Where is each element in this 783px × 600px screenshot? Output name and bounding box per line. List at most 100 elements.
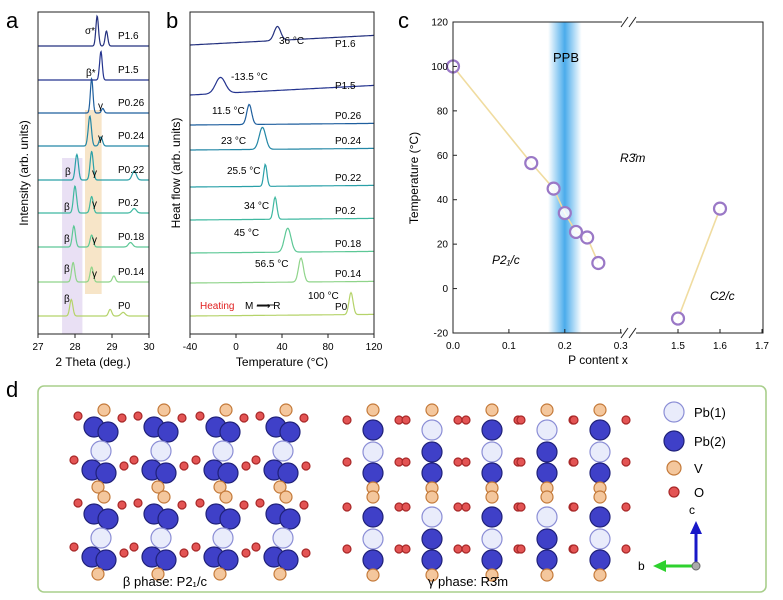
o-atom <box>621 544 631 554</box>
series-label-P0.2: P0.2 <box>118 198 139 209</box>
y-tick-label-c: 80 <box>437 106 449 117</box>
v-atom <box>485 403 499 417</box>
o-atom <box>255 411 265 421</box>
transition-point <box>712 201 728 216</box>
peak-annotation: β* <box>86 68 96 79</box>
series-label-P0.26: P0.26 <box>335 111 362 122</box>
xrd-curve-P0.14 <box>38 261 149 283</box>
v-atom <box>666 460 682 476</box>
series-label-P0.24: P0.24 <box>118 131 145 142</box>
v-atom <box>425 490 439 504</box>
o-atom <box>195 411 205 421</box>
b-axis-label: b <box>638 559 645 573</box>
peak-annotation: β <box>64 234 70 245</box>
pb2-atom <box>217 462 239 484</box>
c2c-label: C2/c <box>710 289 735 303</box>
v-atom <box>157 490 171 504</box>
y-tick-label-c: 60 <box>437 151 449 162</box>
v-atom <box>593 403 607 417</box>
pb1-atom <box>90 440 112 462</box>
plot-frame-a <box>37 11 150 335</box>
o-atom <box>117 500 127 510</box>
v-atom <box>425 403 439 417</box>
o-atom <box>668 486 680 498</box>
o-atom <box>179 548 189 558</box>
v-atom <box>91 567 105 581</box>
pb1-atom <box>589 441 611 463</box>
pb2-atom <box>157 421 179 443</box>
pb1-atom <box>90 527 112 549</box>
o-atom <box>191 542 201 552</box>
transition-point <box>546 181 561 196</box>
o-atom <box>69 455 79 465</box>
x-tick-label-b: 40 <box>276 342 288 353</box>
peak-temp-label: -13.5 °C <box>231 72 268 83</box>
x-tick-label-b: -40 <box>183 342 198 353</box>
transition-label: M ⟶ R <box>245 301 280 312</box>
o-atom <box>129 455 139 465</box>
y-axis-label-c: Temperature (°C) <box>407 132 421 224</box>
o-atom <box>461 502 471 512</box>
pb2-atom <box>95 462 117 484</box>
peak-annotation: γ <box>98 133 103 144</box>
pb2-atom <box>481 419 503 441</box>
series-label-P0.24: P0.24 <box>335 136 362 147</box>
xrd-curve-P0.18 <box>38 224 149 248</box>
pb2-atom <box>277 462 299 484</box>
x-axis-label-a: 2 Theta (deg.) <box>55 355 130 369</box>
pb1-atom <box>421 506 443 528</box>
pb2-atom <box>155 549 177 571</box>
o-atom <box>569 457 579 467</box>
transition-point <box>580 230 595 245</box>
series-label-P0.14: P0.14 <box>335 269 362 280</box>
o-atom <box>342 544 352 554</box>
o-atom <box>453 544 463 554</box>
v-atom <box>213 567 227 581</box>
xrd-curve-P0.26 <box>38 77 149 114</box>
dsc-curve-P0 <box>190 291 374 317</box>
x-tick-label-c: 1.7 <box>755 341 769 352</box>
dsc-curve-P0.24 <box>190 126 374 151</box>
dsc-curve-P1.5 <box>190 76 374 96</box>
o-atom <box>119 461 129 471</box>
x-tick-label-a: 27 <box>32 342 44 353</box>
pb2-atom <box>589 506 611 528</box>
o-atom <box>241 548 251 558</box>
y-tick-label-c: 120 <box>431 18 448 29</box>
o-atom <box>239 500 249 510</box>
pb2-atom <box>663 430 685 452</box>
series-label-P0: P0 <box>335 302 348 313</box>
x-axis-label-b: Temperature (°C) <box>236 355 328 369</box>
panel-label-b: b <box>166 8 178 33</box>
o-atom <box>119 548 129 558</box>
v-atom <box>540 403 554 417</box>
peak-temp-label: 45 °C <box>234 228 259 239</box>
transition-point <box>568 224 584 240</box>
v-atom <box>366 490 380 504</box>
x-tick-label-a: 29 <box>106 342 118 353</box>
peak-temp-label: 36 °C <box>279 36 304 47</box>
x-tick-label-b: 0 <box>233 342 239 353</box>
o-atom <box>342 415 352 425</box>
pb2-atom <box>157 508 179 530</box>
series-label-P0.26: P0.26 <box>118 98 145 109</box>
y-ticks-c: -20 0 20 40 60 80 100 120 <box>431 18 457 340</box>
v-atom <box>485 490 499 504</box>
peak-temp-label: 23 °C <box>221 136 246 147</box>
o-atom <box>569 544 579 554</box>
series-label-P0.22: P0.22 <box>335 173 362 184</box>
y-axis-label-b: Heat flow (arb. units) <box>169 118 183 229</box>
r3m-label: R3̄m <box>620 151 645 165</box>
o-atom <box>569 415 579 425</box>
pb2-atom <box>421 528 443 550</box>
o-atom <box>255 498 265 508</box>
pb2-atom <box>95 549 117 571</box>
peak-annotation: γ <box>92 269 97 280</box>
pb2-atom <box>97 508 119 530</box>
y-tick-label-c: 0 <box>442 284 448 295</box>
v-atom <box>219 403 233 417</box>
x-tick-label-c: 1.5 <box>671 341 685 352</box>
pb2-atom <box>536 441 558 463</box>
v-atom <box>97 403 111 417</box>
